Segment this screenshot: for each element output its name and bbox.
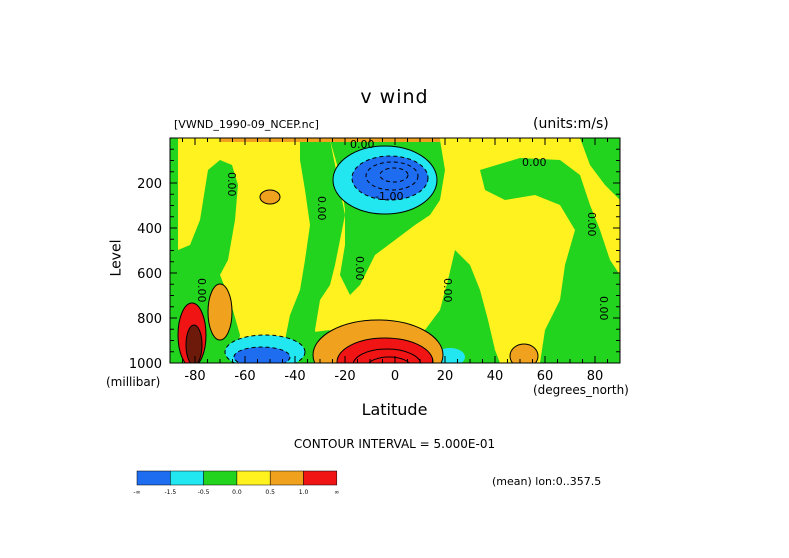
field-blue-low-left <box>234 347 290 363</box>
x-tick-label: -60 <box>234 369 255 384</box>
colorbar-swatch <box>136 470 171 486</box>
colorbar-swatch <box>203 470 238 486</box>
x-tick-label: -40 <box>284 369 305 384</box>
y-axis-label: Level <box>108 239 125 277</box>
y-axis-unit: (millibar) <box>106 375 161 389</box>
colorbar-swatch <box>303 470 338 486</box>
contour-interval: CONTOUR INTERVAL = 5.000E-01 <box>293 437 496 451</box>
contour-label: 0.00 <box>441 278 454 303</box>
field-red-low <box>337 338 433 363</box>
y-tick-label: 400 <box>137 222 162 237</box>
x-tick-label: 0 <box>391 369 399 384</box>
colorbar-tick-label: 0.0 <box>232 489 242 496</box>
contour-label: 0.00 <box>597 296 610 321</box>
field-orange-upper-left <box>260 190 280 204</box>
colorbar-swatch <box>170 470 204 486</box>
field-green-mid <box>420 250 500 363</box>
colorbar-tick-label: 1.0 <box>299 489 309 496</box>
x-tick-label: -20 <box>334 369 355 384</box>
field-blue-upper <box>352 156 428 200</box>
colorbar-tick-label: 0.5 <box>265 489 275 496</box>
x-tick-label: 20 <box>437 369 454 384</box>
contour-label: 0.00 <box>315 196 328 221</box>
contour-label: 0.00 <box>225 172 238 197</box>
field-orange-right <box>510 344 538 363</box>
axes: -80 -60 -40 -20 0 20 40 60 80 200 400 600 800 1000 <box>129 137 621 384</box>
units-label: (units:m/s) <box>533 116 609 132</box>
x-tick-label: 80 <box>587 369 604 384</box>
y-tick-label: 1000 <box>129 357 162 372</box>
contour-label: 0.00 <box>522 156 547 169</box>
y-tick-label: 200 <box>137 177 162 192</box>
colorbar-tick-label: -0.5 <box>198 489 210 496</box>
x-tick-label: -80 <box>184 369 205 384</box>
x-tick-label: 60 <box>537 369 554 384</box>
field-top-strip <box>220 138 440 142</box>
chart-title: v wind <box>360 86 429 108</box>
contour-label: 0.00 <box>353 256 366 281</box>
colorbar-tick-label: ∞ <box>334 489 339 496</box>
dataset-filename: [VWND_1990-09_NCEP.nc] <box>174 118 319 131</box>
field-dark-left-edge <box>186 325 202 363</box>
y-tick-label: 600 <box>137 267 162 282</box>
x-tick-label: 40 <box>487 369 504 384</box>
x-axis-unit: (degrees_north) <box>533 383 629 397</box>
field-green-right <box>480 158 620 363</box>
y-tick-label: 800 <box>137 312 162 327</box>
field-orange-left <box>208 284 232 340</box>
x-axis-label: Latitude <box>361 400 428 419</box>
contour-label: -1.00 <box>375 190 403 203</box>
colorbar-tick-label: -1.5 <box>164 489 176 496</box>
field-green-center <box>285 140 345 363</box>
field-green-top-right <box>580 138 620 200</box>
colorbar: -∞ -1.5 -0.5 0.0 0.5 1.0 ∞ <box>133 470 339 496</box>
contour-label: 0.00 <box>585 212 598 237</box>
colorbar-tick-label: -∞ <box>133 489 140 496</box>
contour-label: 0.00 <box>350 138 375 151</box>
colorbar-swatch <box>269 470 304 486</box>
mean-info: (mean) lon:0..357.5 <box>492 475 602 488</box>
contour-label: 0.00 <box>195 278 208 303</box>
colorbar-swatch <box>236 470 271 486</box>
